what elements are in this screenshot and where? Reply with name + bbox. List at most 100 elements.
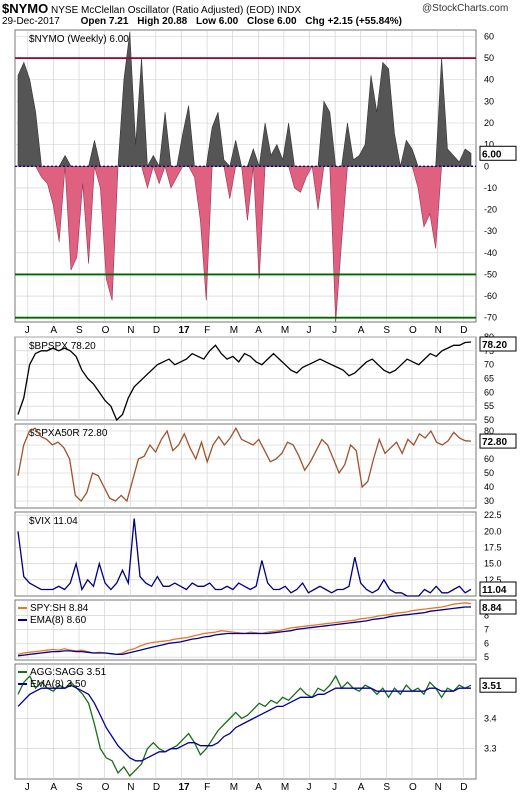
quote-low: Low 6.00 xyxy=(196,16,239,27)
y-tick-label-vix: 15.0 xyxy=(484,559,502,569)
x-tick-label: M xyxy=(230,782,238,793)
x-tick-label: O xyxy=(102,782,110,793)
x-tick-label: A xyxy=(50,782,57,793)
series-line-bpspx-0 xyxy=(17,341,472,422)
x-tick-label: J xyxy=(307,782,312,793)
exchange: INDX xyxy=(277,5,302,16)
y-tick-label-vix: 12.5 xyxy=(484,575,502,585)
last-value-nymo: 6.00 xyxy=(482,149,502,160)
legend-vix: $VIX 11.04 xyxy=(29,516,78,527)
y-tick-label-nymo: 50 xyxy=(484,53,494,63)
x-tick-label: F xyxy=(204,325,210,336)
panel-frame-aggsagg xyxy=(14,663,477,780)
y-tick-label-spxa50r: 50 xyxy=(484,468,494,478)
x-tick-label: D xyxy=(460,782,467,793)
y-tick-label-vix: 22.5 xyxy=(484,510,502,520)
x-tick-label: J xyxy=(332,325,337,336)
x-tick-label: S xyxy=(383,782,390,793)
last-value-spxa50r: 72.80 xyxy=(482,437,507,448)
legend-aggsagg-1: EMA(8) 3.50 xyxy=(30,679,87,690)
x-tick-label: A xyxy=(358,325,365,336)
x-tick-label: F xyxy=(204,782,210,793)
x-tick-label: M xyxy=(281,325,289,336)
x-tick-label: D xyxy=(153,325,160,336)
y-tick-label-spxa50r: 80 xyxy=(484,426,494,436)
y-tick-label-spxa50r: 40 xyxy=(484,482,494,492)
y-tick-label-nymo: 0 xyxy=(484,161,489,171)
last-value-box-aggsagg xyxy=(479,677,517,693)
y-tick-label-nymo: -20 xyxy=(484,205,497,215)
x-tick-label: 17 xyxy=(178,782,190,793)
y-tick-label-nymo: 60 xyxy=(484,31,494,41)
series-line-spysh-1 xyxy=(17,606,471,657)
y-tick-label-aggsagg: 3.3 xyxy=(484,744,497,754)
x-tick-label: A xyxy=(50,325,57,336)
x-tick-label: S xyxy=(383,325,390,336)
y-tick-label-nymo: -70 xyxy=(484,313,497,323)
y-tick-label-bpspx: 50 xyxy=(484,415,494,425)
legend-nymo: $NYMO (Weekly) 6.00 xyxy=(29,34,129,45)
last-value-aggsagg: 3.51 xyxy=(482,681,502,692)
x-tick-label: O xyxy=(409,782,417,793)
x-tick-label: A xyxy=(358,782,365,793)
y-tick-label-bpspx: 55 xyxy=(484,401,494,411)
quote-close: Close 6.00 xyxy=(247,16,297,27)
x-tick-label: N xyxy=(435,325,442,336)
x-tick-label: M xyxy=(281,782,289,793)
series-line-aggsagg-0 xyxy=(17,674,472,778)
legend-spysh-0: SPY:SH 8.84 xyxy=(30,603,89,614)
instrument-name: NYSE McClellan Oscillator (Ratio Adjuste… xyxy=(51,5,275,16)
x-tick-label: N xyxy=(127,782,134,793)
y-tick-label-nymo: 30 xyxy=(484,96,494,106)
y-tick-label-spysh: 6 xyxy=(484,638,489,648)
y-tick-label-spysh: 5 xyxy=(484,652,489,662)
last-value-box-spxa50r xyxy=(479,433,517,449)
x-tick-label: A xyxy=(255,325,262,336)
y-tick-label-nymo: -30 xyxy=(484,226,497,236)
y-tick-label-nymo: -10 xyxy=(484,183,497,193)
legend-bpspx: $BPSPX 78.20 xyxy=(29,341,96,352)
y-tick-label-nymo: -50 xyxy=(484,269,497,279)
series-line-spxa50r-0 xyxy=(17,426,472,503)
last-value-vix: 11.04 xyxy=(482,585,507,596)
x-tick-label: M xyxy=(230,325,238,336)
x-tick-label: O xyxy=(409,325,417,336)
y-tick-label-bpspx: 70 xyxy=(484,360,494,370)
watermark: @StockCharts.com xyxy=(422,3,509,14)
panel-frame-spxa50r xyxy=(14,423,477,509)
x-tick-label: N xyxy=(127,325,134,336)
last-value-spysh: 8.84 xyxy=(482,603,502,614)
header-line-1: $NYMO NYSE McClellan Oscillator (Ratio A… xyxy=(2,1,520,16)
legend-spysh-1: EMA(8) 8.60 xyxy=(30,615,87,626)
x-tick-label: J xyxy=(25,325,30,336)
x-tick-label: A xyxy=(255,782,262,793)
y-tick-label-nymo: 10 xyxy=(484,140,494,150)
x-tick-label: J xyxy=(332,782,337,793)
x-tick-label: S xyxy=(76,782,83,793)
y-tick-label-nymo: -60 xyxy=(484,291,497,301)
panel-frame-spysh xyxy=(14,599,477,661)
last-value-box-nymo xyxy=(479,145,517,161)
legend-aggsagg-0: AGG:SAGG 3.51 xyxy=(30,667,107,678)
x-tick-label: 17 xyxy=(178,325,190,336)
symbol: $NYMO xyxy=(2,1,49,16)
x-tick-label: D xyxy=(460,325,467,336)
y-tick-label-vix: 17.5 xyxy=(484,543,502,553)
x-tick-label: J xyxy=(25,782,30,793)
series-line-aggsagg-1 xyxy=(17,684,471,762)
y-tick-label-aggsagg: 3.4 xyxy=(484,713,497,723)
panel-frame-vix xyxy=(14,511,477,597)
y-tick-label-bpspx: 65 xyxy=(484,374,494,384)
header-line-2: 29-Dec-2017 Open 7.21 High 20.88 Low 6.0… xyxy=(2,16,520,27)
y-tick-label-spysh: 8 xyxy=(484,610,489,620)
y-tick-label-spysh: 7 xyxy=(484,624,489,634)
y-tick-label-nymo: -40 xyxy=(484,248,497,258)
x-tick-label: J xyxy=(307,325,312,336)
last-value-box-bpspx xyxy=(479,336,517,352)
y-tick-label-nymo: 20 xyxy=(484,118,494,128)
y-tick-label-bpspx: 60 xyxy=(484,387,494,397)
last-value-box-spysh xyxy=(479,599,517,615)
last-value-bpspx: 78.20 xyxy=(482,340,507,351)
x-tick-label: D xyxy=(153,782,160,793)
